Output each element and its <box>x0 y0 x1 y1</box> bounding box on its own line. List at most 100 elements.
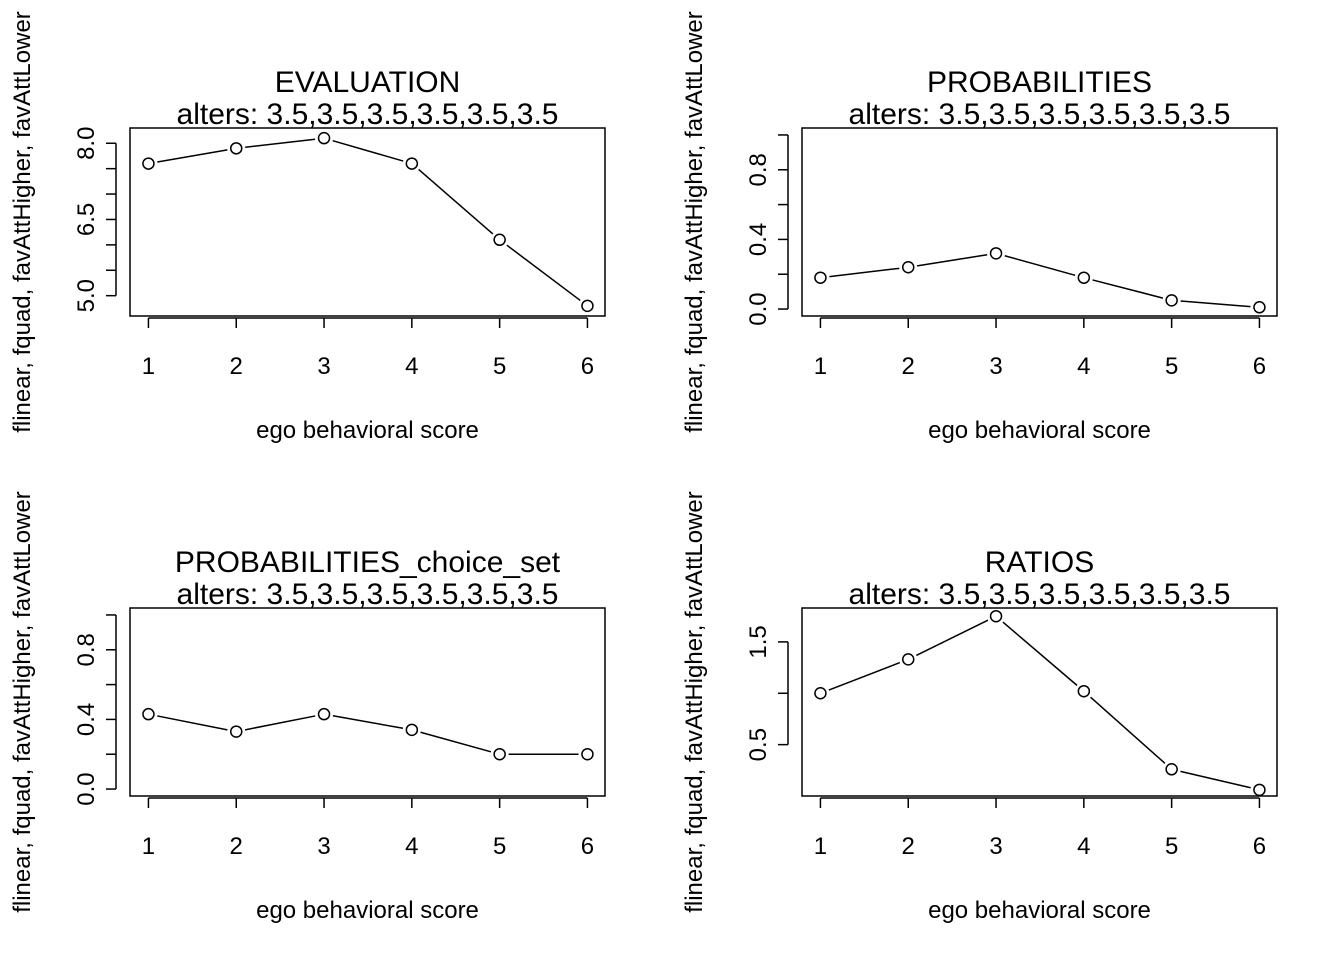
series-line-segment <box>1092 279 1164 299</box>
x-tick-label: 4 <box>405 353 418 380</box>
y-axis-label: flinear, fquad, favAttHigher, favAttLowe… <box>9 491 36 913</box>
plot-frame <box>129 127 606 317</box>
data-point <box>814 687 827 700</box>
y-tick-label: 0.8 <box>745 153 772 186</box>
x-tick-label: 1 <box>814 353 827 380</box>
x-tick-label: 2 <box>902 353 915 380</box>
series-line-segment <box>157 149 228 163</box>
data-point <box>1077 271 1091 284</box>
chart-subtitle: alters: 3.5,3.5,3.5,3.5,3.5,3.5 <box>177 578 559 611</box>
x-tick-label: 2 <box>230 833 243 860</box>
x-tick-label: 4 <box>1077 833 1090 860</box>
series-line-segment <box>157 715 228 731</box>
x-tick-label: 6 <box>581 833 594 860</box>
data-point <box>989 247 1003 260</box>
x-axis-label: ego behavioral score <box>928 417 1151 444</box>
series-line-segment <box>1004 255 1076 277</box>
y-tick-label: 5.0 <box>73 279 100 312</box>
data-point <box>405 157 419 170</box>
x-tick-label: 5 <box>1165 353 1178 380</box>
chart-subtitle: alters: 3.5,3.5,3.5,3.5,3.5,3.5 <box>849 578 1231 611</box>
x-tick-label: 3 <box>989 353 1002 380</box>
x-axis-label: ego behavioral score <box>256 417 479 444</box>
series-line-segment <box>917 254 988 267</box>
series-line-segment <box>418 168 494 235</box>
x-tick-label: 2 <box>230 353 243 380</box>
x-tick-label: 5 <box>493 353 506 380</box>
data-point <box>901 261 915 274</box>
series-line-segment <box>1002 621 1078 686</box>
series-line-segment <box>1090 696 1166 764</box>
x-tick-label: 6 <box>1253 353 1266 380</box>
x-tick-label: 5 <box>493 833 506 860</box>
x-tick-label: 3 <box>317 833 330 860</box>
data-point <box>1253 783 1266 797</box>
data-point <box>581 299 594 313</box>
x-axis-label: ego behavioral score <box>928 897 1151 924</box>
y-tick-label: 0.4 <box>745 223 772 256</box>
chart-subtitle: alters: 3.5,3.5,3.5,3.5,3.5,3.5 <box>849 98 1231 131</box>
x-tick-label: 6 <box>1253 833 1266 860</box>
y-tick-label: 8.0 <box>73 127 100 160</box>
series-line-segment <box>1180 770 1251 789</box>
chart-title: PROBABILITIES_choice_set <box>175 546 561 579</box>
data-point <box>142 707 155 721</box>
x-axis-label: ego behavioral score <box>256 897 479 924</box>
chart-title: EVALUATION <box>275 66 461 99</box>
series-line-segment <box>828 661 901 691</box>
data-point <box>901 653 915 666</box>
x-tick-label: 4 <box>1077 353 1090 380</box>
series-line-segment <box>332 139 404 162</box>
series-line-segment <box>332 715 404 730</box>
series-line-segment <box>506 244 581 302</box>
x-tick-label: 1 <box>142 833 155 860</box>
data-point <box>1077 684 1091 698</box>
x-tick-label: 5 <box>1165 833 1178 860</box>
chart-subtitle: alters: 3.5,3.5,3.5,3.5,3.5,3.5 <box>177 98 559 131</box>
data-point <box>229 142 243 155</box>
series-line-segment <box>829 267 900 278</box>
y-tick-label: 1.5 <box>745 625 772 658</box>
y-axis-label: flinear, fquad, favAttHigher, favAttLowe… <box>681 11 708 433</box>
y-axis-label: flinear, fquad, favAttHigher, favAttLowe… <box>9 11 36 433</box>
chart-title: RATIOS <box>985 546 1094 579</box>
data-point <box>229 725 243 738</box>
data-point <box>317 131 331 145</box>
y-tick-label: 0.8 <box>73 633 100 666</box>
series-line-segment <box>420 731 492 753</box>
data-point <box>581 747 594 761</box>
x-tick-label: 4 <box>405 833 418 860</box>
series-line-segment <box>245 138 316 149</box>
plot-frame <box>801 607 1278 797</box>
y-tick-label: 6.5 <box>73 203 100 236</box>
data-point <box>1165 294 1178 307</box>
y-tick-label: 0.0 <box>745 292 772 325</box>
data-point <box>142 157 155 170</box>
plot-frame <box>801 127 1278 317</box>
x-tick-label: 3 <box>989 833 1002 860</box>
data-point <box>1253 301 1266 314</box>
x-tick-label: 2 <box>902 833 915 860</box>
data-point <box>493 747 506 761</box>
data-point <box>814 271 827 284</box>
y-tick-label: 0.0 <box>73 772 100 805</box>
x-tick-label: 1 <box>814 833 827 860</box>
y-axis-label: flinear, fquad, favAttHigher, favAttLowe… <box>681 491 708 913</box>
data-point <box>405 723 419 737</box>
x-tick-label: 1 <box>142 353 155 380</box>
data-point <box>317 707 331 721</box>
data-point <box>1165 763 1178 776</box>
series-line-segment <box>915 619 989 657</box>
chart-title: PROBABILITIES <box>927 66 1152 99</box>
y-tick-label: 0.5 <box>745 728 772 761</box>
data-point <box>493 233 506 247</box>
x-tick-label: 6 <box>581 353 594 380</box>
plot-frame <box>129 607 606 797</box>
series-line-segment <box>244 715 316 731</box>
data-point <box>989 609 1003 623</box>
